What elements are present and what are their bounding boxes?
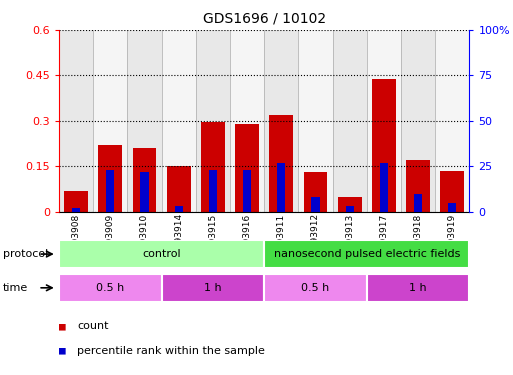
- Bar: [196, 30, 230, 212]
- Bar: [174, 206, 183, 212]
- Bar: [372, 78, 396, 212]
- Text: GDS1696 / 10102: GDS1696 / 10102: [203, 11, 326, 25]
- Bar: [448, 203, 457, 212]
- Bar: [311, 197, 320, 212]
- Bar: [167, 166, 191, 212]
- Bar: [235, 124, 259, 212]
- Text: ■: ■: [59, 321, 66, 331]
- Bar: [277, 163, 285, 212]
- Bar: [230, 30, 264, 212]
- Bar: [332, 30, 367, 212]
- Bar: [98, 145, 122, 212]
- Bar: [243, 170, 251, 212]
- Bar: [59, 240, 264, 268]
- Bar: [132, 148, 156, 212]
- Bar: [201, 123, 225, 212]
- Bar: [93, 30, 127, 212]
- Bar: [304, 172, 327, 212]
- Bar: [406, 160, 430, 212]
- Bar: [264, 240, 469, 268]
- Text: protocol: protocol: [3, 249, 48, 259]
- Bar: [140, 172, 149, 212]
- Bar: [401, 30, 435, 212]
- Bar: [440, 171, 464, 212]
- Bar: [380, 163, 388, 212]
- Text: ■: ■: [59, 346, 66, 355]
- Text: percentile rank within the sample: percentile rank within the sample: [77, 346, 265, 355]
- Text: time: time: [3, 283, 28, 293]
- Text: control: control: [142, 249, 181, 259]
- Bar: [367, 274, 469, 302]
- Bar: [106, 170, 114, 212]
- Bar: [59, 274, 162, 302]
- Bar: [162, 30, 196, 212]
- Bar: [209, 170, 217, 212]
- Text: 1 h: 1 h: [204, 283, 222, 293]
- Bar: [264, 274, 367, 302]
- Text: 0.5 h: 0.5 h: [301, 283, 330, 293]
- Bar: [345, 206, 354, 212]
- Text: count: count: [77, 321, 108, 331]
- Bar: [64, 190, 88, 212]
- Bar: [338, 197, 362, 212]
- Bar: [72, 208, 80, 212]
- Bar: [269, 115, 293, 212]
- Text: 0.5 h: 0.5 h: [96, 283, 125, 293]
- Bar: [435, 30, 469, 212]
- Bar: [127, 30, 162, 212]
- Bar: [299, 30, 332, 212]
- Text: 1 h: 1 h: [409, 283, 427, 293]
- Bar: [59, 30, 93, 212]
- Bar: [414, 194, 422, 212]
- Bar: [264, 30, 299, 212]
- Bar: [162, 274, 264, 302]
- Text: nanosecond pulsed electric fields: nanosecond pulsed electric fields: [273, 249, 460, 259]
- Bar: [367, 30, 401, 212]
